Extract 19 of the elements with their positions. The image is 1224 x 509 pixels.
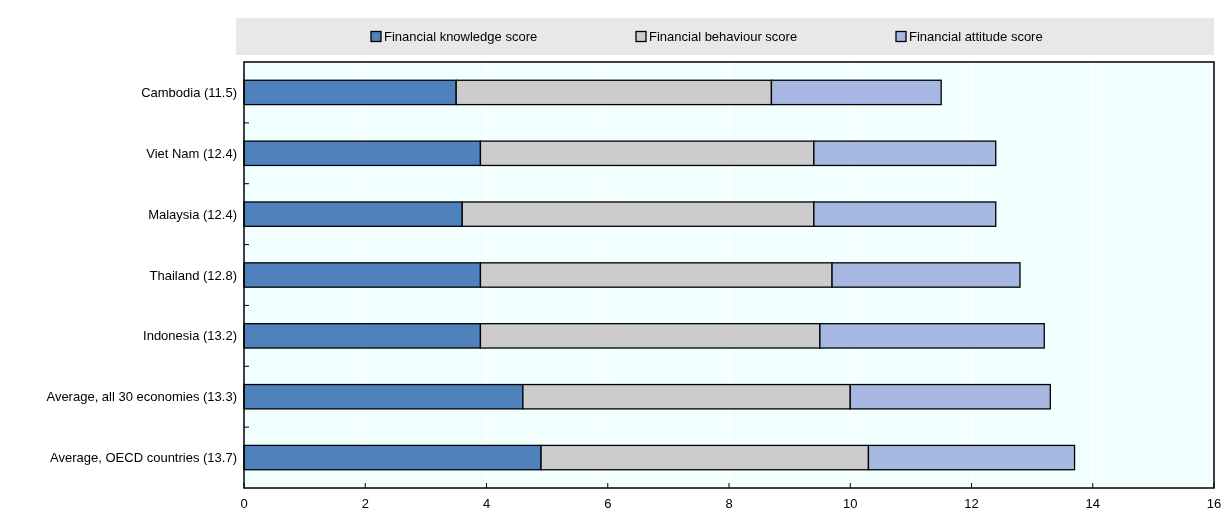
legend-label: Financial behaviour score [649, 29, 798, 45]
x-tick-label: 8 [725, 496, 733, 509]
y-tick-label: Malaysia (12.4) [148, 206, 237, 222]
x-tick-label: 16 [1206, 496, 1222, 509]
y-tick-label: Indonesia (13.2) [143, 328, 237, 344]
legend-label: Financial attitude score [909, 29, 1043, 45]
x-tick-label: 2 [361, 496, 369, 509]
y-tick-label: Average, OECD countries (13.7) [50, 450, 237, 466]
y-tick-label: Thailand (12.8) [149, 267, 237, 283]
x-tick-label: 6 [604, 496, 612, 509]
legend-label: Financial knowledge score [384, 29, 538, 45]
x-tick-label: 0 [240, 496, 248, 509]
y-tick-label: Average, all 30 economies (13.3) [46, 389, 237, 405]
x-tick-label: 14 [1085, 496, 1100, 509]
x-tick-label: 10 [843, 496, 858, 509]
y-tick-label: Cambodia (11.5) [141, 84, 237, 100]
x-tick-label: 12 [964, 496, 979, 509]
y-tick-label: Viet Nam (12.4) [146, 145, 237, 161]
x-tick-label: 4 [482, 496, 491, 509]
